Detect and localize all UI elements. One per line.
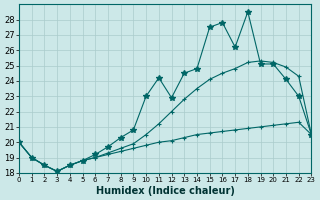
X-axis label: Humidex (Indice chaleur): Humidex (Indice chaleur): [96, 186, 235, 196]
